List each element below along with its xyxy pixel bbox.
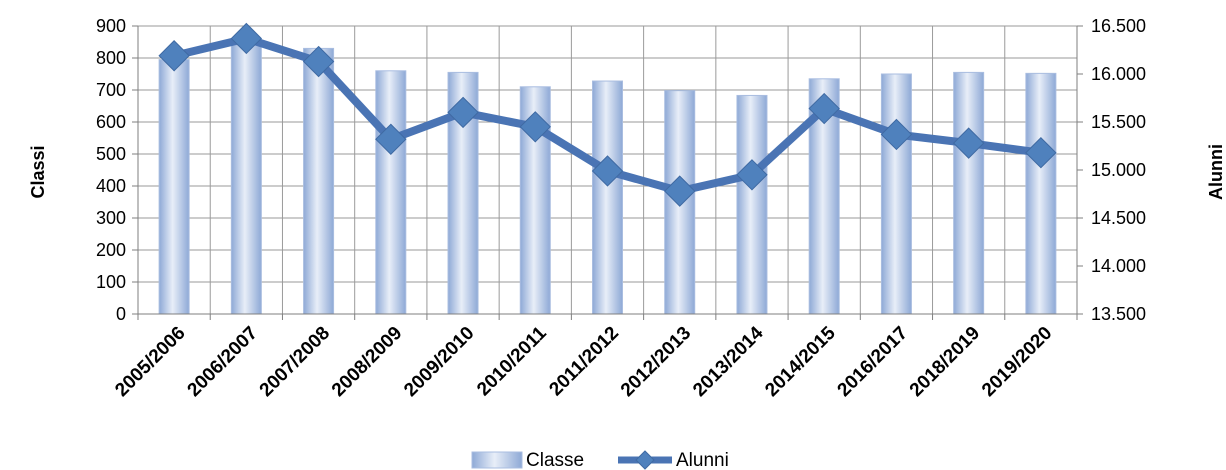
y-axis-title-right: Alunni xyxy=(1206,144,1226,200)
x-tick-label: 2011/2012 xyxy=(545,323,623,401)
x-tick-label: 2010/2011 xyxy=(473,322,551,400)
legend-label-classe: Classe xyxy=(526,450,584,470)
x-tick-label: 2018/2019 xyxy=(906,323,984,401)
y-tick-label-left: 500 xyxy=(96,144,126,164)
marker-alunni xyxy=(591,155,624,187)
marker-alunni xyxy=(375,123,407,155)
y-tick-label-right: 14.500 xyxy=(1091,208,1146,228)
y-tick-label-right: 16.500 xyxy=(1091,16,1146,36)
y-tick-label-left: 600 xyxy=(96,112,126,132)
legend-label-alunni: Alunni xyxy=(676,450,729,470)
x-tick-label: 2016/2017 xyxy=(834,323,912,401)
y-tick-label-left: 0 xyxy=(116,304,126,324)
y-tick-label-right: 13.500 xyxy=(1091,304,1146,324)
marker-alunni xyxy=(664,175,696,207)
marker-alunni xyxy=(808,92,840,125)
y-tick-label-left: 700 xyxy=(96,80,126,100)
bar-classe xyxy=(303,47,335,315)
marker-alunni xyxy=(447,96,479,129)
bar-classe xyxy=(953,71,985,315)
y-tick-label-left: 900 xyxy=(96,16,126,36)
marker-alunni xyxy=(1025,137,1057,169)
marker-alunni xyxy=(519,111,551,143)
marker-alunni xyxy=(736,159,768,191)
y-tick-label-right: 14.000 xyxy=(1091,256,1146,276)
legend: Classe Alunni xyxy=(471,450,729,470)
line-series-alunni xyxy=(158,22,1057,207)
bar-classe xyxy=(736,94,768,315)
marker-alunni xyxy=(158,40,190,72)
y-tick-label-right: 15.500 xyxy=(1091,112,1146,132)
bar-classe xyxy=(158,59,190,315)
bar-classe xyxy=(592,80,623,315)
x-tick-label: 2014/2015 xyxy=(761,322,840,401)
x-tick-label: 2019/2020 xyxy=(978,323,1056,401)
x-tick-label: 2007/2008 xyxy=(256,323,334,401)
legend-swatch-classe xyxy=(471,451,523,469)
bar-classe xyxy=(880,73,912,315)
x-tick-label: 2006/2007 xyxy=(184,323,262,401)
y-tick-label-left: 100 xyxy=(96,272,126,292)
axes xyxy=(132,25,1083,320)
x-tick-label: 2013/2014 xyxy=(689,322,768,401)
marker-alunni xyxy=(880,118,913,151)
x-tick-label: 2009/2010 xyxy=(400,323,478,401)
marker-alunni xyxy=(302,45,335,78)
x-tick-label: 2008/2009 xyxy=(328,323,406,401)
y-tick-label-left: 400 xyxy=(96,176,126,196)
y-tick-label-left: 200 xyxy=(96,240,126,260)
marker-alunni xyxy=(952,127,985,159)
y-tick-label-right: 16.000 xyxy=(1091,64,1146,84)
y-tick-label-right: 15.000 xyxy=(1091,160,1146,180)
bar-classe xyxy=(375,70,407,315)
bar-classe xyxy=(230,44,262,315)
x-tick-label: 2005/2006 xyxy=(111,323,189,401)
x-tick-label: 2012/2013 xyxy=(617,323,695,401)
y-axis-title-left: Classi xyxy=(28,145,48,198)
bar-classe xyxy=(1025,72,1057,315)
marker-alunni xyxy=(230,22,263,55)
legend-swatch-alunni-marker xyxy=(635,450,655,470)
y-tick-label-left: 800 xyxy=(96,48,126,68)
y-tick-label-left: 300 xyxy=(96,208,126,228)
